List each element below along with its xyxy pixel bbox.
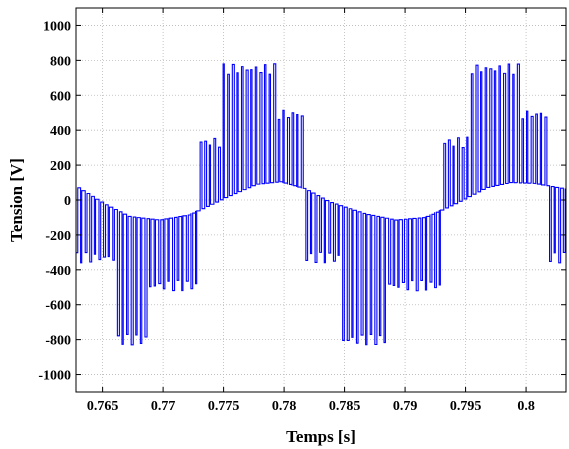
x-tick-labels: 0.765 0.77 0.775 0.78 0.785 0.79 0.795 0.8 (87, 399, 535, 414)
x-tick-label: 0.775 (208, 399, 240, 414)
y-tick-label: 0 (64, 194, 71, 209)
y-axis-label: Tension [V] (7, 158, 26, 242)
x-tick-label: 0.77 (151, 399, 176, 414)
y-tick-label: -800 (45, 334, 71, 349)
ticks (76, 8, 566, 392)
y-tick-label: 200 (50, 159, 71, 174)
x-tick-label: 0.8 (517, 399, 535, 414)
x-tick-label: 0.78 (272, 399, 297, 414)
x-tick-label: 0.785 (329, 399, 361, 414)
y-tick-label: 400 (50, 124, 71, 139)
y-tick-label: -200 (45, 229, 71, 244)
y-tick-labels: -1000 -800 -600 -400 -200 0 200 400 600 800 1000 (38, 19, 71, 383)
y-tick-label: -400 (45, 264, 71, 279)
x-tick-label: 0.765 (87, 399, 119, 414)
x-tick-label: 0.795 (450, 399, 482, 414)
y-tick-label: 600 (50, 89, 71, 104)
y-tick-label: 1000 (43, 19, 71, 34)
plot-area (76, 63, 566, 346)
y-tick-label: -600 (45, 299, 71, 314)
x-tick-label: 0.79 (393, 399, 418, 414)
x-axis-label: Temps [s] (286, 427, 356, 446)
series-line (76, 63, 566, 346)
y-tick-label: -1000 (38, 369, 71, 384)
y-tick-label: 800 (50, 54, 71, 69)
